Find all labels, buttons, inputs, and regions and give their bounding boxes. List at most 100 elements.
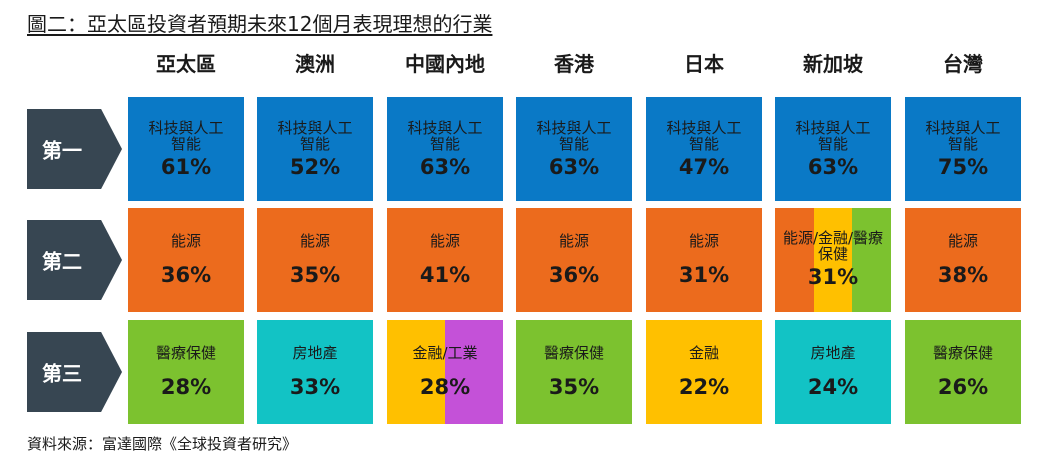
cell-background xyxy=(257,208,373,312)
sector-name: 能源 xyxy=(170,232,201,250)
percentage-value: 41% xyxy=(419,263,471,287)
sector-cell: 醫療保健 26% xyxy=(905,320,1021,424)
percentage-value: 28% xyxy=(419,375,471,399)
sector-cell: 科技與人工智能 47% xyxy=(646,97,762,201)
sector-name: 房地產 xyxy=(810,344,856,362)
color-segment xyxy=(257,208,373,312)
cell-background xyxy=(128,320,244,424)
cell-background xyxy=(387,208,503,312)
sector-cell: 醫療保健 28% xyxy=(128,320,244,424)
sector-name: 金融 xyxy=(688,344,719,362)
percentage-value: 33% xyxy=(289,375,341,399)
sector-name: 房地產 xyxy=(292,344,338,362)
percentage-value: 38% xyxy=(937,263,989,287)
sector-name: 醫療保健 xyxy=(543,344,604,362)
color-segment xyxy=(387,208,503,312)
color-segment xyxy=(646,320,762,424)
sector-cell: 能源 36% xyxy=(128,208,244,312)
cell-background xyxy=(905,208,1021,312)
percentage-value: 63% xyxy=(548,154,600,179)
sector-name: 醫療保健 xyxy=(932,344,993,362)
color-segment xyxy=(516,320,632,424)
sector-cell: 金融 22% xyxy=(646,320,762,424)
cell-background xyxy=(257,97,373,201)
sector-cell: 科技與人工智能 63% xyxy=(775,97,891,201)
color-segment xyxy=(257,97,373,201)
row-label-text: 第二 xyxy=(42,249,82,274)
cell-background xyxy=(646,208,762,312)
percentage-value: 36% xyxy=(548,263,600,287)
column-header: 澳洲 xyxy=(295,52,335,76)
cell-background xyxy=(775,97,891,201)
sector-cell: 能源 31% xyxy=(646,208,762,312)
cell-background xyxy=(516,97,632,201)
percentage-value: 47% xyxy=(678,154,730,179)
percentage-value: 35% xyxy=(548,375,600,399)
sector-name: 能源 xyxy=(299,232,330,250)
color-segment xyxy=(646,97,762,201)
color-segment xyxy=(813,208,853,312)
color-segment xyxy=(646,208,762,312)
cell-background xyxy=(646,320,762,424)
sector-name: 科技與人工智能 xyxy=(407,118,483,153)
column-header: 日本 xyxy=(684,52,724,76)
sector-cell: 能源 41% xyxy=(387,208,503,312)
sector-name: 科技與人工智能 xyxy=(925,118,1001,153)
percentage-value: 35% xyxy=(289,263,341,287)
row-label-text: 第一 xyxy=(42,138,82,163)
cell-background xyxy=(387,320,503,424)
color-segment xyxy=(905,320,1021,424)
sector-name: 能源 xyxy=(947,232,978,250)
sector-name: 能源 xyxy=(558,232,589,250)
color-segment xyxy=(387,320,445,424)
percentage-value: 22% xyxy=(678,375,730,399)
sector-name: 能源 xyxy=(688,232,719,250)
cell-background xyxy=(128,97,244,201)
percentage-value: 36% xyxy=(160,263,212,287)
sector-cell: 科技與人工智能 63% xyxy=(516,97,632,201)
row-label-first: 第一 xyxy=(27,109,122,189)
color-segment xyxy=(775,208,814,312)
cell-background xyxy=(128,208,244,312)
sector-cell: 房地產 24% xyxy=(775,320,891,424)
sector-cell: 能源 38% xyxy=(905,208,1021,312)
column-header: 新加坡 xyxy=(803,52,863,76)
percentage-value: 24% xyxy=(807,375,859,399)
color-segment xyxy=(852,208,891,312)
color-segment xyxy=(128,320,244,424)
cell-background xyxy=(775,208,891,312)
row-label-text: 第三 xyxy=(42,361,82,386)
sector-name: 金融/工業 xyxy=(412,344,478,362)
sector-name: 科技與人工智能 xyxy=(277,118,353,153)
percentage-value: 26% xyxy=(937,375,989,399)
sector-name: 醫療保健 xyxy=(155,344,216,362)
color-segment xyxy=(905,97,1021,201)
column-header: 中國內地 xyxy=(405,52,485,76)
sector-cell: 科技與人工智能 52% xyxy=(257,97,373,201)
color-segment xyxy=(387,97,503,201)
sector-name: 科技與人工智能 xyxy=(795,118,871,153)
percentage-value: 63% xyxy=(807,154,859,179)
column-header: 香港 xyxy=(554,52,594,76)
chart-title: 圖二：亞太區投資者預期未來12個月表現理想的行業 xyxy=(27,12,493,36)
color-segment xyxy=(128,208,244,312)
percentage-value: 75% xyxy=(937,154,989,179)
percentage-value: 63% xyxy=(419,154,471,179)
sector-cell: 能源 36% xyxy=(516,208,632,312)
row-label-third: 第三 xyxy=(27,332,122,412)
column-header: 台灣 xyxy=(943,52,983,76)
sector-cell: 能源 35% xyxy=(257,208,373,312)
cell-background xyxy=(387,97,503,201)
cell-background xyxy=(257,320,373,424)
sector-cell: 房地產 33% xyxy=(257,320,373,424)
column-header: 亞太區 xyxy=(156,52,216,76)
cell-background xyxy=(646,97,762,201)
color-segment xyxy=(128,97,244,201)
color-segment xyxy=(775,97,891,201)
row-label-second: 第二 xyxy=(27,220,122,300)
cell-background xyxy=(905,320,1021,424)
color-segment xyxy=(775,320,891,424)
sector-name: 科技與人工智能 xyxy=(666,118,742,153)
sector-name: 能源 xyxy=(429,232,460,250)
color-segment xyxy=(516,208,632,312)
